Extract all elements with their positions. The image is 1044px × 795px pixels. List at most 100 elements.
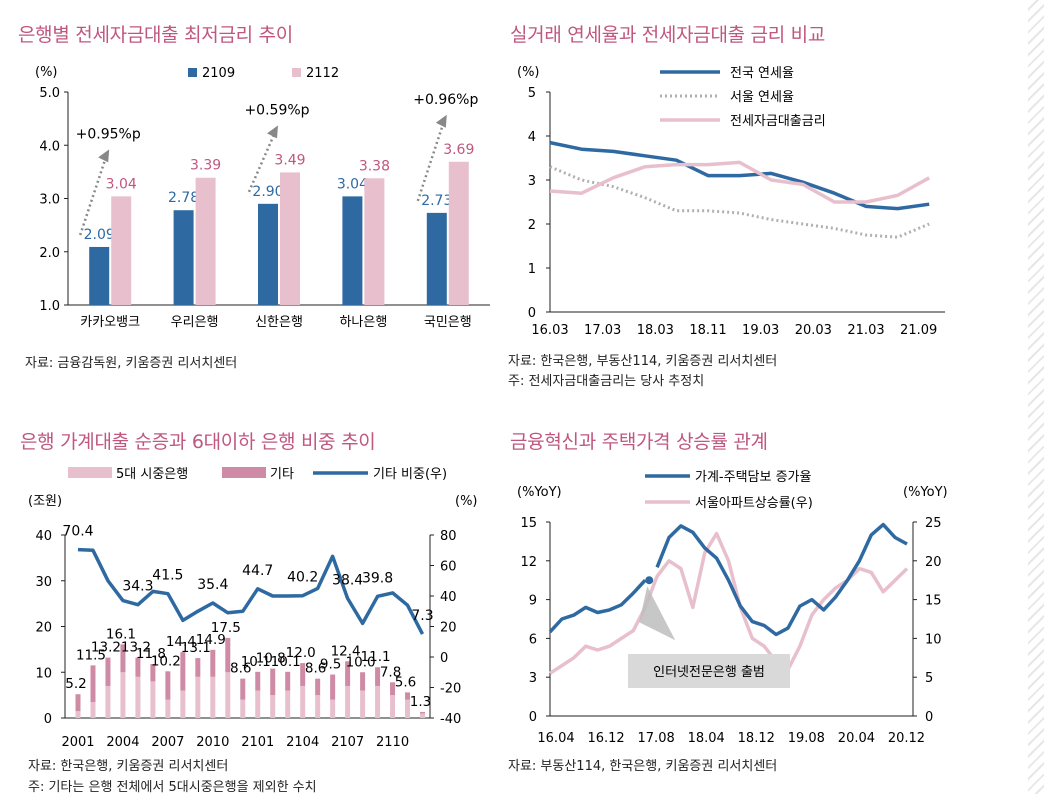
chart3-bar-total-label-4: 13.2 [121,640,151,656]
chart3-line-label-0: 70.4 [62,524,93,540]
chart2-rent-rates: (%) 0 1 2 3 4 5 16.03 17.03 18.03 18.11 19.03 20.03 2… [517,65,945,338]
chart4-ytick-left-4: 12 [520,555,537,570]
chart1-ytick-2: 3.0 [39,193,60,208]
chart1-ytick-0: 1.0 [39,299,60,314]
chart4-source: 자료: 부동산114, 한국은행, 키움증권 리서치센터 [508,759,778,774]
chart1-ytick-1: 2.0 [39,246,60,261]
chart2-xtick-3: 18.11 [689,323,726,338]
chart4-xtick-5: 19.08 [788,731,825,746]
chart3-bar-other-20 [375,667,381,686]
chart1-annotation-arrow-2 [416,121,445,202]
chart4-ytick-right-0: 0 [925,710,933,725]
chart4-ytick-left-1: 3 [529,671,537,686]
chart2-source-1: 자료: 한국은행, 부동산114, 키움증권 리서치센터 [508,354,778,369]
chart3-bar-major-7 [180,690,186,718]
chart3-bar-major-10 [225,672,231,718]
chart1-bar-label-0-2: 2.90 [252,184,283,200]
chart1-category-label-1: 우리은행 [171,314,219,330]
chart3-line-label-7: 39.8 [362,570,393,586]
chart3-bar-total-label-8: 13.1 [181,640,211,656]
chart1-bar-label-1-0: 3.04 [106,176,137,192]
chart3-bar-major-22 [405,699,411,718]
chart3-household-loans: 5대 시중은행 기타 기타 비중(우) (조원) (%) 0 10 20 30 40 -40 -20 0… [28,466,478,750]
chart3-bar-other-1 [90,665,96,702]
chart3-bar-total-label-20: 11.1 [361,649,391,665]
chart3-bar-other-12 [255,671,261,691]
chart4-ytick-right-2: 10 [925,632,942,647]
chart3-source-1: 자료: 한국은행, 키움증권 리서치센터 [28,759,229,774]
chart3-xtick-3: 2010 [196,735,229,750]
chart3-bar-other-21 [390,682,396,696]
chart3-bar-other-10 [225,637,231,673]
chart3-bar-other-0 [75,694,81,712]
chart1-bar-label-1-3: 3.38 [359,158,390,174]
chart1-annotation-0: +0.95%p [76,126,141,142]
chart3-bar-major-6 [165,699,171,718]
chart3-bar-total-label-13: 10.8 [256,651,286,667]
chart3-bar-major-4 [135,676,141,718]
chart1-bar-label-0-1: 2.78 [168,190,199,206]
chart4-series-line-1 [549,531,909,675]
chart3-bar-total-label-2: 13.2 [91,640,121,656]
chart1-category-label-4: 국민은행 [424,314,472,330]
chart1-ytick-4: 5.0 [39,86,60,101]
chart3-y-unit-right: (%) [455,494,478,509]
chart4-xtick-6: 20.04 [838,731,875,746]
chart3-ytick-right-3: 20 [440,621,457,636]
chart3-xtick-7: 2110 [376,735,409,750]
chart3-bar-total-label-3: 16.1 [106,626,136,642]
chart1-y-unit: (%) [35,65,58,80]
chart4-legend-label-1: 서울아파트상승률(우) [695,496,813,511]
chart3-xtick-6: 2107 [331,735,364,750]
chart3-bar-major-2 [105,685,111,718]
chart1-bar-1-4 [448,161,469,305]
chart3-ytick-left-4: 40 [35,529,52,544]
chart3-bar-major-3 [120,672,126,718]
chart1-bar-1-3 [364,178,385,305]
chart3-line-label-4: 44.7 [242,563,273,579]
chart1-bar-1-1 [195,177,216,305]
chart3-xtick-0: 2001 [61,735,94,750]
chart2-title: 실거래 연세율과 전세자금대출 금리 비교 [510,24,826,46]
chart3-ytick-left-2: 20 [35,621,52,636]
chart3-line-label-5: 40.2 [287,570,318,586]
chart3-share-line [77,547,425,635]
chart3-bar-total-label-10: 17.5 [211,620,241,636]
chart3-bar-major-13 [270,695,276,718]
chart3-xtick-4: 2101 [241,735,274,750]
chart2-xtick-7: 21.09 [900,323,937,338]
chart4-ytick-left-0: 0 [529,710,537,725]
chart2-y-unit: (%) [517,65,540,80]
chart3-bar-other-22 [405,692,411,700]
chart3-bar-other-3 [120,644,126,673]
chart3-bar-major-9 [210,676,216,718]
chart1-bar-label-0-0: 2.09 [84,227,115,243]
chart2-source-2: 주: 전세자금대출금리는 당사 추정치 [508,374,705,389]
chart4-annotation-box [628,654,790,688]
chart3-ytick-right-0: -40 [440,712,461,727]
chart2-xtick-2: 18.03 [637,323,674,338]
chart4-title: 금융혁신과 주택가격 상승률 관계 [510,431,768,453]
chart3-bar-major-15 [300,685,306,718]
chart1-legend-label-0: 2109 [202,66,235,81]
chart3-bar-other-7 [180,652,186,691]
chart1-annotation-arrowhead-2 [435,114,447,128]
chart2-ytick-5: 5 [528,86,536,101]
chart3-bar-other-23 [420,712,426,714]
chart3-bar-major-12 [255,690,261,718]
chart1-ytick-3: 4.0 [39,139,60,154]
chart2-series-line-0 [549,140,930,211]
chart2-series-line-1 [549,165,930,239]
chart1-annotation-arrowhead-0 [98,149,110,163]
chart3-line-label-2: 41.5 [152,568,183,584]
chart1-annotation-arrow-0 [79,155,108,236]
chart1-source: 자료: 금융감독원, 키움증권 리서치센터 [25,356,238,371]
chart3-legend-label-1: 기타 [270,467,294,482]
chart1-category-label-3: 하나은행 [339,314,387,330]
chart3-line-label-6: 38.4 [332,572,363,588]
chart3-bar-total-label-21: 7.8 [380,664,401,680]
chart1-legend-swatch-0 [188,68,197,77]
chart1-legend-label-1: 2112 [306,66,339,81]
chart2-xtick-6: 21.03 [847,323,884,338]
